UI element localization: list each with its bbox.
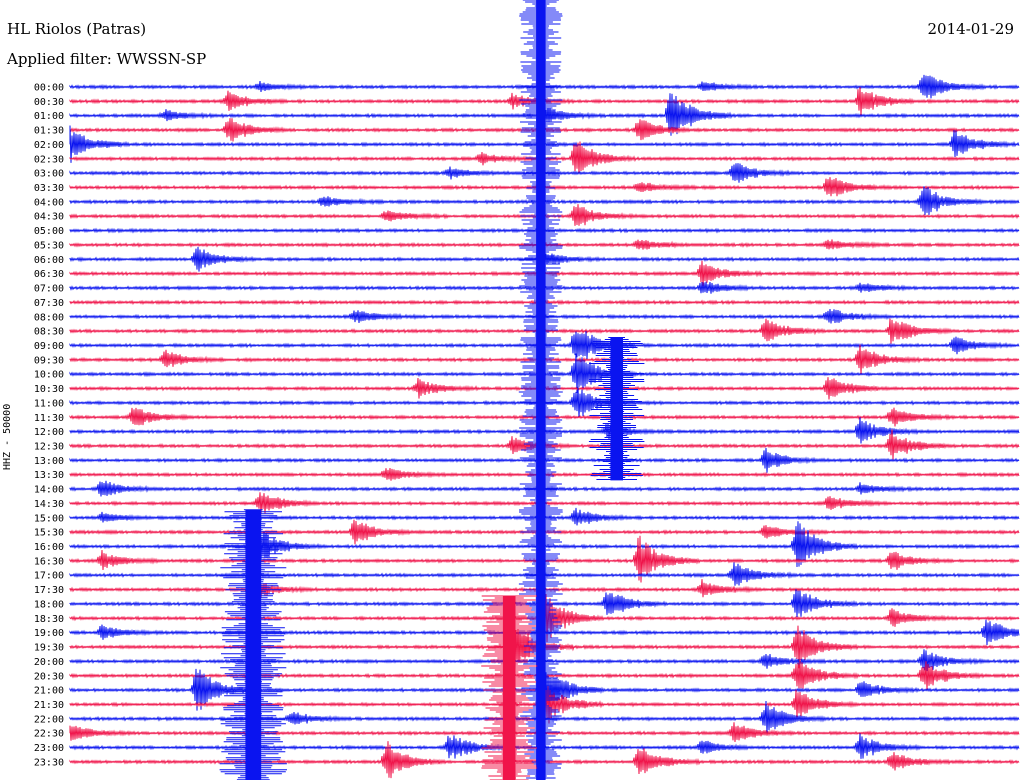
time-tick-label: 10:00 [34, 370, 64, 381]
time-tick-label: 13:30 [34, 470, 64, 481]
time-tick-label: 18:00 [34, 599, 64, 610]
time-tick-label: 21:30 [34, 700, 64, 711]
time-tick-label: 00:00 [34, 83, 64, 94]
time-tick-label: 10:30 [34, 384, 64, 395]
time-tick-label: 01:30 [34, 126, 64, 137]
date-label: 2014-01-29 [927, 20, 1014, 38]
time-tick-label: 02:00 [34, 140, 64, 151]
time-tick-label: 13:00 [34, 456, 64, 467]
large-event-core [610, 337, 623, 481]
time-tick-label: 17:00 [34, 571, 64, 582]
large-event-edge [588, 336, 645, 480]
time-tick-label: 12:30 [34, 442, 64, 453]
time-tick-label: 00:30 [34, 97, 64, 108]
time-tick-label: 23:00 [34, 743, 64, 754]
time-tick-label: 19:00 [34, 628, 64, 639]
time-tick-label: 11:30 [34, 413, 64, 424]
time-tick-label: 02:30 [34, 154, 64, 165]
time-tick-label: 12:00 [34, 427, 64, 438]
time-tick-label: 21:00 [34, 686, 64, 697]
time-tick-label: 16:30 [34, 556, 64, 567]
time-tick-label: 22:00 [34, 714, 64, 725]
large-event-edge [481, 595, 538, 780]
time-tick-label: 15:00 [34, 513, 64, 524]
large-event-edge [518, 0, 563, 779]
time-tick-label: 05:00 [34, 226, 64, 237]
time-tick-label: 16:00 [34, 542, 64, 553]
time-tick-label: 03:00 [34, 169, 64, 180]
large-events [219, 0, 645, 780]
time-tick-label: 09:00 [34, 341, 64, 352]
large-event-0 [518, 0, 563, 780]
time-tick-label: 11:00 [34, 398, 64, 409]
filter-label: Applied filter: WWSSN-SP [7, 50, 207, 68]
time-tick-label: 04:30 [34, 212, 64, 223]
time-tick-label: 14:00 [34, 485, 64, 496]
time-tick-label: 22:30 [34, 729, 64, 740]
time-tick-labels: 00:00 00:30 01:00 01:30 02:00 02:30 03:00 03:30… [34, 83, 64, 769]
large-event-edge [219, 509, 287, 780]
time-tick-label: 17:30 [34, 585, 64, 596]
time-tick-label: 07:30 [34, 298, 64, 309]
time-tick-label: 18:30 [34, 614, 64, 625]
large-event-2 [481, 595, 538, 780]
time-tick-label: 07:00 [34, 284, 64, 295]
time-tick-label: 06:00 [34, 255, 64, 266]
time-tick-label: 14:30 [34, 499, 64, 510]
time-tick-label: 09:30 [34, 355, 64, 366]
time-tick-label: 08:30 [34, 327, 64, 338]
time-tick-label: 20:00 [34, 657, 64, 668]
time-tick-label: 08:00 [34, 312, 64, 323]
station-title: HL Riolos (Patras) [7, 20, 147, 38]
time-tick-label: 04:00 [34, 197, 64, 208]
time-tick-label: 01:00 [34, 111, 64, 122]
time-tick-label: 23:30 [34, 757, 64, 768]
time-tick-label: 19:30 [34, 643, 64, 654]
time-tick-label: 05:30 [34, 240, 64, 251]
time-tick-label: 20:30 [34, 671, 64, 682]
time-tick-label: 06:30 [34, 269, 64, 280]
large-event-1 [219, 509, 287, 780]
time-tick-label: 03:30 [34, 183, 64, 194]
time-tick-label: 15:30 [34, 528, 64, 539]
large-event-3 [588, 336, 645, 481]
